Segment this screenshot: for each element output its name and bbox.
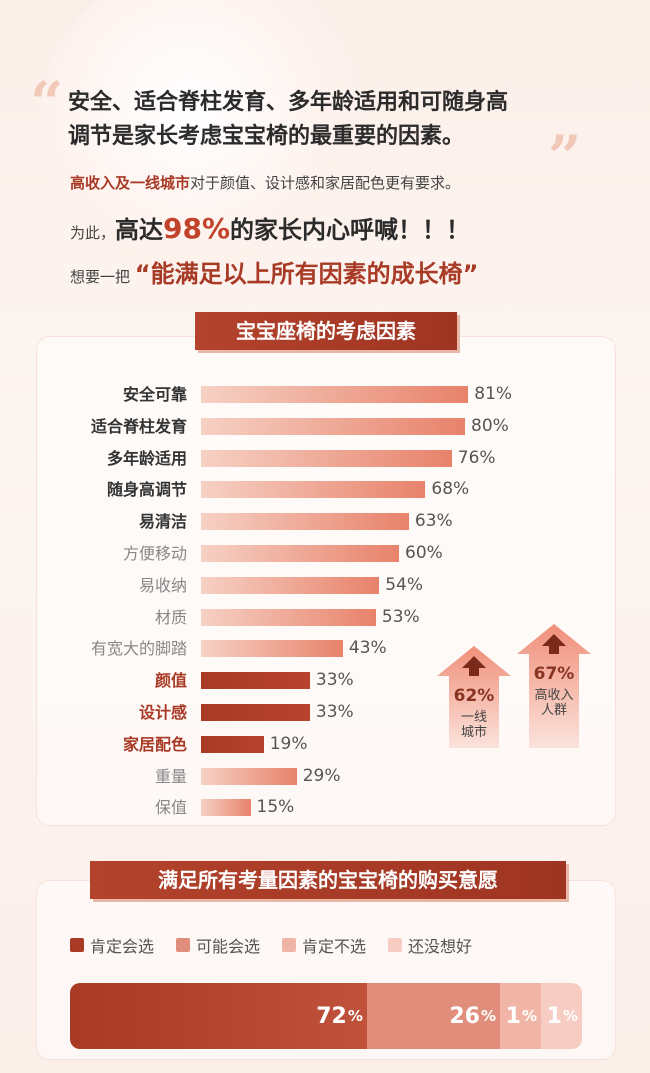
stack-segment: 1%: [499, 983, 541, 1049]
subheadline-highlight: 高收入及一线城市: [70, 174, 191, 192]
bar-value-label: 68%: [431, 479, 470, 500]
factor-bar: [201, 735, 264, 753]
bar-value-label: 29%: [302, 765, 341, 786]
headline: 安全、适合脊柱发育、多年龄适用和可随身高 调节是家长考虑宝宝椅的最重要的因素。: [68, 86, 608, 154]
factor-bar: [201, 513, 409, 531]
legend-swatch: [70, 938, 84, 952]
cry-prefix: 为此，: [70, 224, 116, 242]
legend-swatch: [282, 938, 297, 952]
open-quote-icon: “: [30, 69, 64, 137]
parents-cry: 为此，高达98%的家长内心呼喊！！！: [70, 210, 470, 245]
bar-value-label: 80%: [471, 415, 509, 436]
bar-value-label: 54%: [385, 574, 423, 595]
callout-label-line-1: 高收入: [534, 688, 574, 703]
headline-line-1: 安全、适合脊柱发育、多年龄适用和可随身高: [68, 90, 509, 115]
segment-unit: %: [347, 1007, 363, 1025]
bar-value-label: 63%: [414, 511, 453, 532]
callout-label-line-2: 人群: [540, 703, 567, 718]
category-label: 多年龄适用: [106, 448, 187, 468]
intent-stacked-bar: 72% 26% 1% 1%: [70, 983, 582, 1049]
want-prefix: 想要一把: [70, 268, 131, 286]
category-label: 易清洁: [138, 512, 187, 532]
factors-chart-title: 宝宝座椅的考虑因素: [195, 312, 457, 350]
background-circle: [40, 0, 370, 290]
segment-unit: %: [480, 1007, 496, 1025]
intent-legend: 肯定会选 可能会选 肯定不选 还没想好: [70, 933, 472, 957]
subheadline: 高收入及一线城市对于颜值、设计感和家居配色更有要求。: [70, 172, 460, 193]
legend-label: 肯定不选: [302, 937, 367, 956]
cry-big-2: 的家长内心呼喊！！！: [230, 216, 471, 244]
segment-unit: %: [521, 1007, 537, 1025]
factor-bar: [201, 799, 251, 817]
callout-label: 高收入 人群: [524, 688, 584, 718]
bar-value-label: 19%: [269, 733, 308, 754]
legend-item: 肯定会选: [70, 933, 154, 957]
segment-unit: %: [562, 1007, 578, 1025]
factor-bar: [201, 481, 426, 499]
segment-value: 26: [449, 1003, 480, 1029]
category-label: 方便移动: [122, 544, 187, 563]
legend-item: 可能会选: [176, 933, 260, 957]
factor-bar: [201, 704, 310, 721]
intent-chart-title: 满足所有考量因素的宝宝椅的购买意愿: [90, 861, 566, 899]
legend-label: 可能会选: [196, 937, 261, 956]
bar-value-label: 15%: [256, 797, 295, 818]
bar-value-label: 76%: [457, 447, 496, 468]
factor-bar: [201, 767, 297, 785]
factor-bar: [201, 449, 452, 467]
callout-value: 67%: [533, 664, 575, 684]
factor-bar: [201, 417, 465, 435]
factor-bar: [201, 640, 343, 658]
category-label: 设计感: [138, 703, 187, 722]
segment-value: 1: [546, 1003, 562, 1029]
category-label: 安全可靠: [122, 385, 187, 404]
legend-item: 肯定不选: [282, 933, 366, 957]
legend-label: 还没想好: [408, 937, 473, 956]
category-label: 重量: [154, 766, 187, 786]
stack-segment: 26%: [366, 983, 500, 1049]
callout-label-line-2: 城市: [460, 725, 487, 740]
bar-value-label: 53%: [381, 606, 420, 627]
category-label: 家居配色: [122, 734, 187, 754]
factor-bar: [201, 386, 469, 403]
cry-big-1: 高达: [115, 216, 164, 244]
category-label: 有宽大的脚踏: [90, 639, 187, 659]
factor-bar: [201, 672, 310, 690]
category-label: 材质: [154, 607, 187, 627]
cry-percent: 98%: [163, 212, 231, 245]
bar-value-label: 43%: [348, 638, 387, 659]
bar-value-label: 33%: [315, 670, 354, 691]
bar-value-label: 33%: [315, 702, 354, 722]
segment-value: 1: [505, 1003, 521, 1029]
category-label: 颜值: [154, 671, 187, 691]
want-line: 想要一把 “能满足以上所有因素的成长椅”: [70, 254, 478, 289]
legend-label: 肯定会选: [90, 937, 155, 956]
close-quote-icon: ”: [548, 123, 582, 191]
category-label: 易收纳: [138, 575, 187, 595]
headline-line-2: 调节是家长考虑宝宝椅的最重要的因素。: [68, 124, 465, 149]
stack-segment: 1%: [540, 983, 582, 1049]
category-label: 随身高调节: [106, 480, 187, 500]
up-arrow-icon: [517, 624, 591, 748]
factor-bar: [201, 608, 376, 626]
up-arrow-icon: [437, 646, 511, 748]
segment-value: 72: [316, 1003, 347, 1029]
factor-bar: [201, 545, 399, 562]
category-label: 保值: [154, 798, 187, 818]
stack-segment: 72%: [70, 983, 367, 1049]
callout-label: 一线 城市: [444, 710, 504, 740]
bar-value-label: 81%: [474, 384, 513, 404]
legend-swatch: [388, 938, 403, 952]
legend-swatch: [176, 938, 191, 952]
bar-value-label: 60%: [405, 543, 443, 563]
category-label: 适合脊柱发育: [90, 416, 187, 436]
legend-item: 还没想好: [388, 933, 472, 957]
callout-label-line-1: 一线: [460, 710, 487, 725]
factor-bar: [201, 576, 380, 594]
want-big: “能满足以上所有因素的成长椅”: [134, 260, 479, 288]
subheadline-rest: 对于颜值、设计感和家居配色更有要求。: [190, 174, 461, 192]
callout-value: 62%: [453, 686, 495, 706]
